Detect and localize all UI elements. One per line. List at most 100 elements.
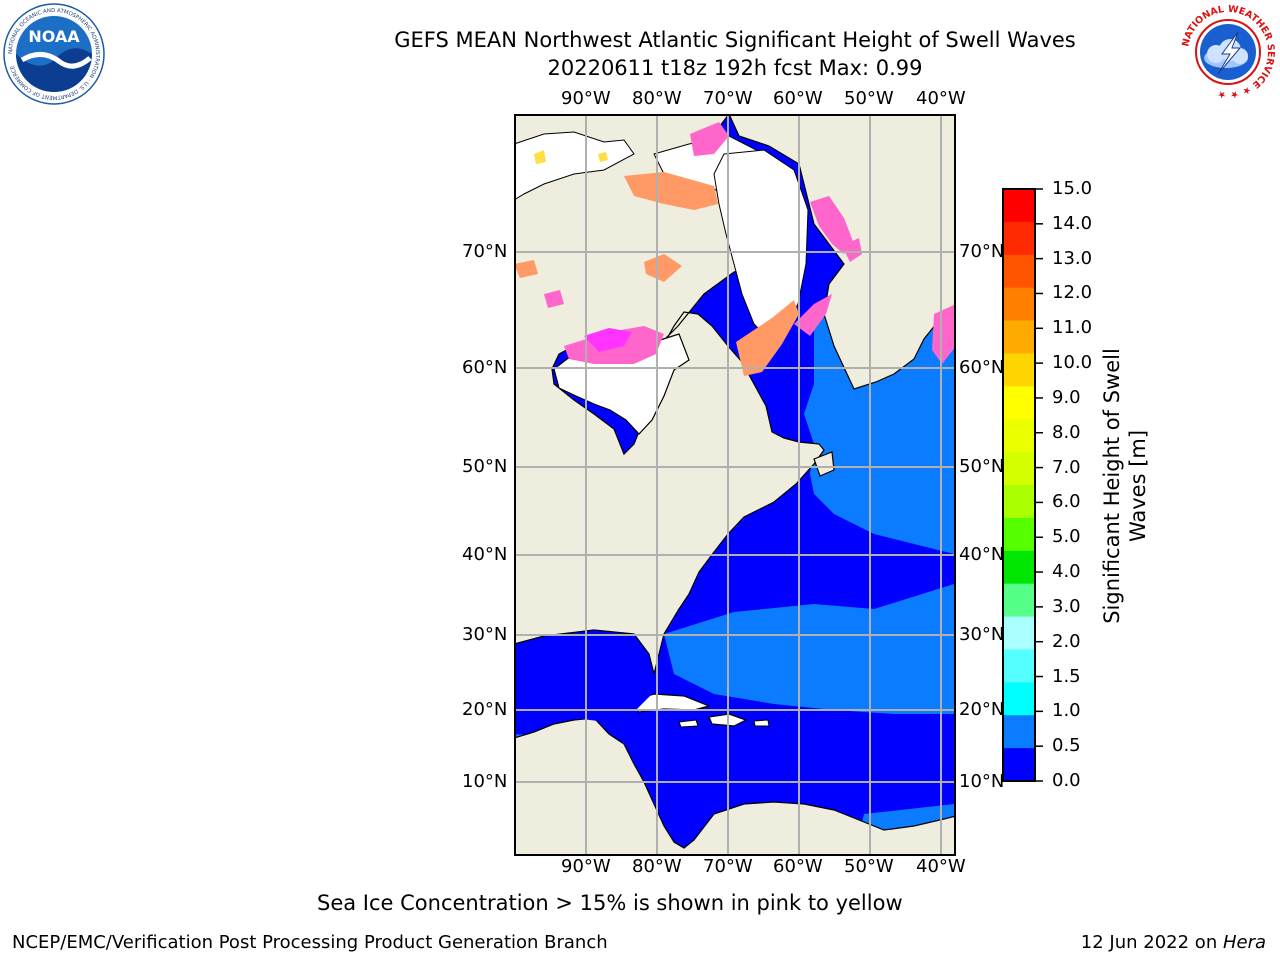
lon-tick-bottom-70w: 70°W <box>703 856 753 877</box>
colorbar-tick-label: 7.0 <box>1052 456 1081 478</box>
sea-ice-baffin-bay <box>810 196 854 254</box>
lat-tick-right-20n: 20°N <box>959 699 1005 720</box>
colorbar-segment <box>1003 748 1035 782</box>
colorbar-tick-label: 1.0 <box>1052 700 1081 722</box>
swell-band-mid <box>804 304 954 554</box>
footer-credit: NCEP/EMC/Verification Post Processing Pr… <box>12 932 608 953</box>
colorbar-segment <box>1003 189 1035 223</box>
sea-ice-west <box>515 260 538 278</box>
land-jamaica <box>678 719 699 728</box>
colorbar-segment <box>1003 616 1035 650</box>
chart-subtitle: 20220611 t18z 192h fcst Max: 0.99 <box>547 56 923 80</box>
colorbar-tick-label: 12.0 <box>1052 282 1093 304</box>
colorbar-title-line2: Waves [m] <box>1126 429 1150 543</box>
colorbar-segment <box>1003 485 1035 519</box>
lat-tick-left-60n: 60°N <box>462 357 508 378</box>
colorbar-segment <box>1003 452 1035 486</box>
colorbar-tick-label: 13.0 <box>1052 247 1093 269</box>
colorbar-title-line1: Significant Height of Swell <box>1100 348 1124 624</box>
lat-tick-left-40n: 40°N <box>462 544 508 565</box>
lat-tick-right-30n: 30°N <box>959 624 1005 645</box>
sea-ice-note: Sea Ice Concentration > 15% is shown in … <box>317 891 903 915</box>
sea-ice-overlay <box>515 122 955 376</box>
colorbar-segment <box>1003 649 1035 683</box>
colorbar-tick-label: 14.0 <box>1052 212 1093 234</box>
graticule <box>515 115 955 855</box>
arctic-channel <box>515 131 635 200</box>
colorbar-tick-label: 15.0 <box>1052 178 1093 199</box>
colorbar-tick-label: 8.0 <box>1052 421 1081 443</box>
colorbar-segment <box>1003 682 1035 716</box>
sea-ice-arctic-channel <box>624 172 718 210</box>
lat-tick-left-50n: 50°N <box>462 456 508 477</box>
colorbar-segment <box>1003 550 1035 585</box>
footer-host: Hera <box>1222 932 1266 953</box>
nws-logo: NATIONAL WEATHER SERVICE ★ ★ ★ <box>1180 4 1276 100</box>
map-panel <box>514 114 956 856</box>
noaa-logo: NOAA NATIONAL OCEANIC AND ATMOSPHERIC AD… <box>3 3 105 105</box>
sea-ice-yellow-2 <box>598 152 608 162</box>
noaa-logo-text: NOAA <box>28 27 80 46</box>
land-central-south-america <box>515 717 955 855</box>
colorbar-segment <box>1003 386 1035 420</box>
land-puerto-rico <box>753 719 770 727</box>
lat-tick-left-70n: 70°N <box>462 241 508 262</box>
sea-ice-hudson-core <box>584 328 632 352</box>
sea-ice-baffin-edge <box>794 294 832 336</box>
land-newfoundland <box>813 451 835 477</box>
lon-tick-bottom-60w: 60°W <box>773 856 823 877</box>
lat-tick-left-30n: 30°N <box>462 624 508 645</box>
lon-tick-top-90w: 90°W <box>561 88 611 109</box>
sea-ice-yellow-1 <box>534 150 546 164</box>
colorbar-segment <box>1003 715 1035 749</box>
sea-ice-labrador <box>736 300 799 376</box>
lon-tick-bottom-90w: 90°W <box>561 856 611 877</box>
sea-ice-east-greenland <box>932 304 955 364</box>
lon-tick-top-50w: 50°W <box>844 88 894 109</box>
sea-ice-davis <box>842 238 862 262</box>
lat-tick-right-40n: 40°N <box>959 544 1005 565</box>
footer-date: 12 Jun 2022 on <box>1080 932 1223 953</box>
sea-ice-west-2 <box>544 290 564 308</box>
sea-ice-foxe <box>644 254 682 282</box>
swell-band-south <box>664 584 954 714</box>
colorbar-segment <box>1003 287 1035 322</box>
gulf-of-mexico <box>536 642 652 722</box>
colorbar-tick-label: 9.0 <box>1052 386 1081 408</box>
colorbar <box>1002 188 1043 782</box>
colorbar-tick-label: 2.0 <box>1052 630 1081 652</box>
colorbar-title: Significant Height of Swell Waves [m] <box>1099 348 1151 624</box>
colorbar-tick-label: 11.0 <box>1052 317 1093 339</box>
lon-tick-bottom-40w: 40°W <box>916 856 966 877</box>
lon-tick-top-40w: 40°W <box>916 88 966 109</box>
colorbar-segment <box>1003 419 1035 453</box>
lat-tick-right-70n: 70°N <box>959 241 1005 262</box>
sea-ice-north <box>690 122 729 156</box>
colorbar-tick-label: 5.0 <box>1052 526 1081 548</box>
lat-tick-right-50n: 50°N <box>959 456 1005 477</box>
land-cuba <box>627 693 711 713</box>
colorbar-segment <box>1003 517 1035 552</box>
colorbar-tick-label: 0.5 <box>1052 735 1081 757</box>
colorbar-frame <box>1002 188 1036 782</box>
colorbar-tick-label: 3.0 <box>1052 595 1081 617</box>
colorbar-tick-label: 0.0 <box>1052 770 1081 791</box>
chart-title: GEFS MEAN Northwest Atlantic Significant… <box>394 28 1076 52</box>
lon-tick-top-70w: 70°W <box>703 88 753 109</box>
lon-tick-bottom-50w: 50°W <box>844 856 894 877</box>
colorbar-tick-label: 4.0 <box>1052 561 1081 583</box>
colorbar-segment <box>1003 583 1035 618</box>
colorbar-tick-label: 1.5 <box>1052 665 1081 687</box>
lat-tick-right-10n: 10°N <box>959 771 1005 792</box>
lon-tick-bottom-80w: 80°W <box>632 856 682 877</box>
map-frame <box>514 114 956 856</box>
footer-timestamp: 12 Jun 2022 on Hera <box>1081 932 1266 953</box>
lon-tick-top-80w: 80°W <box>632 88 682 109</box>
colorbar-segment <box>1003 254 1035 289</box>
lat-tick-left-20n: 20°N <box>462 699 508 720</box>
colorbar-tick-label: 10.0 <box>1052 352 1093 374</box>
lat-tick-right-60n: 60°N <box>959 357 1005 378</box>
colorbar-segment <box>1003 353 1035 387</box>
colorbar-tick-label: 6.0 <box>1052 491 1081 513</box>
lon-tick-top-60w: 60°W <box>773 88 823 109</box>
